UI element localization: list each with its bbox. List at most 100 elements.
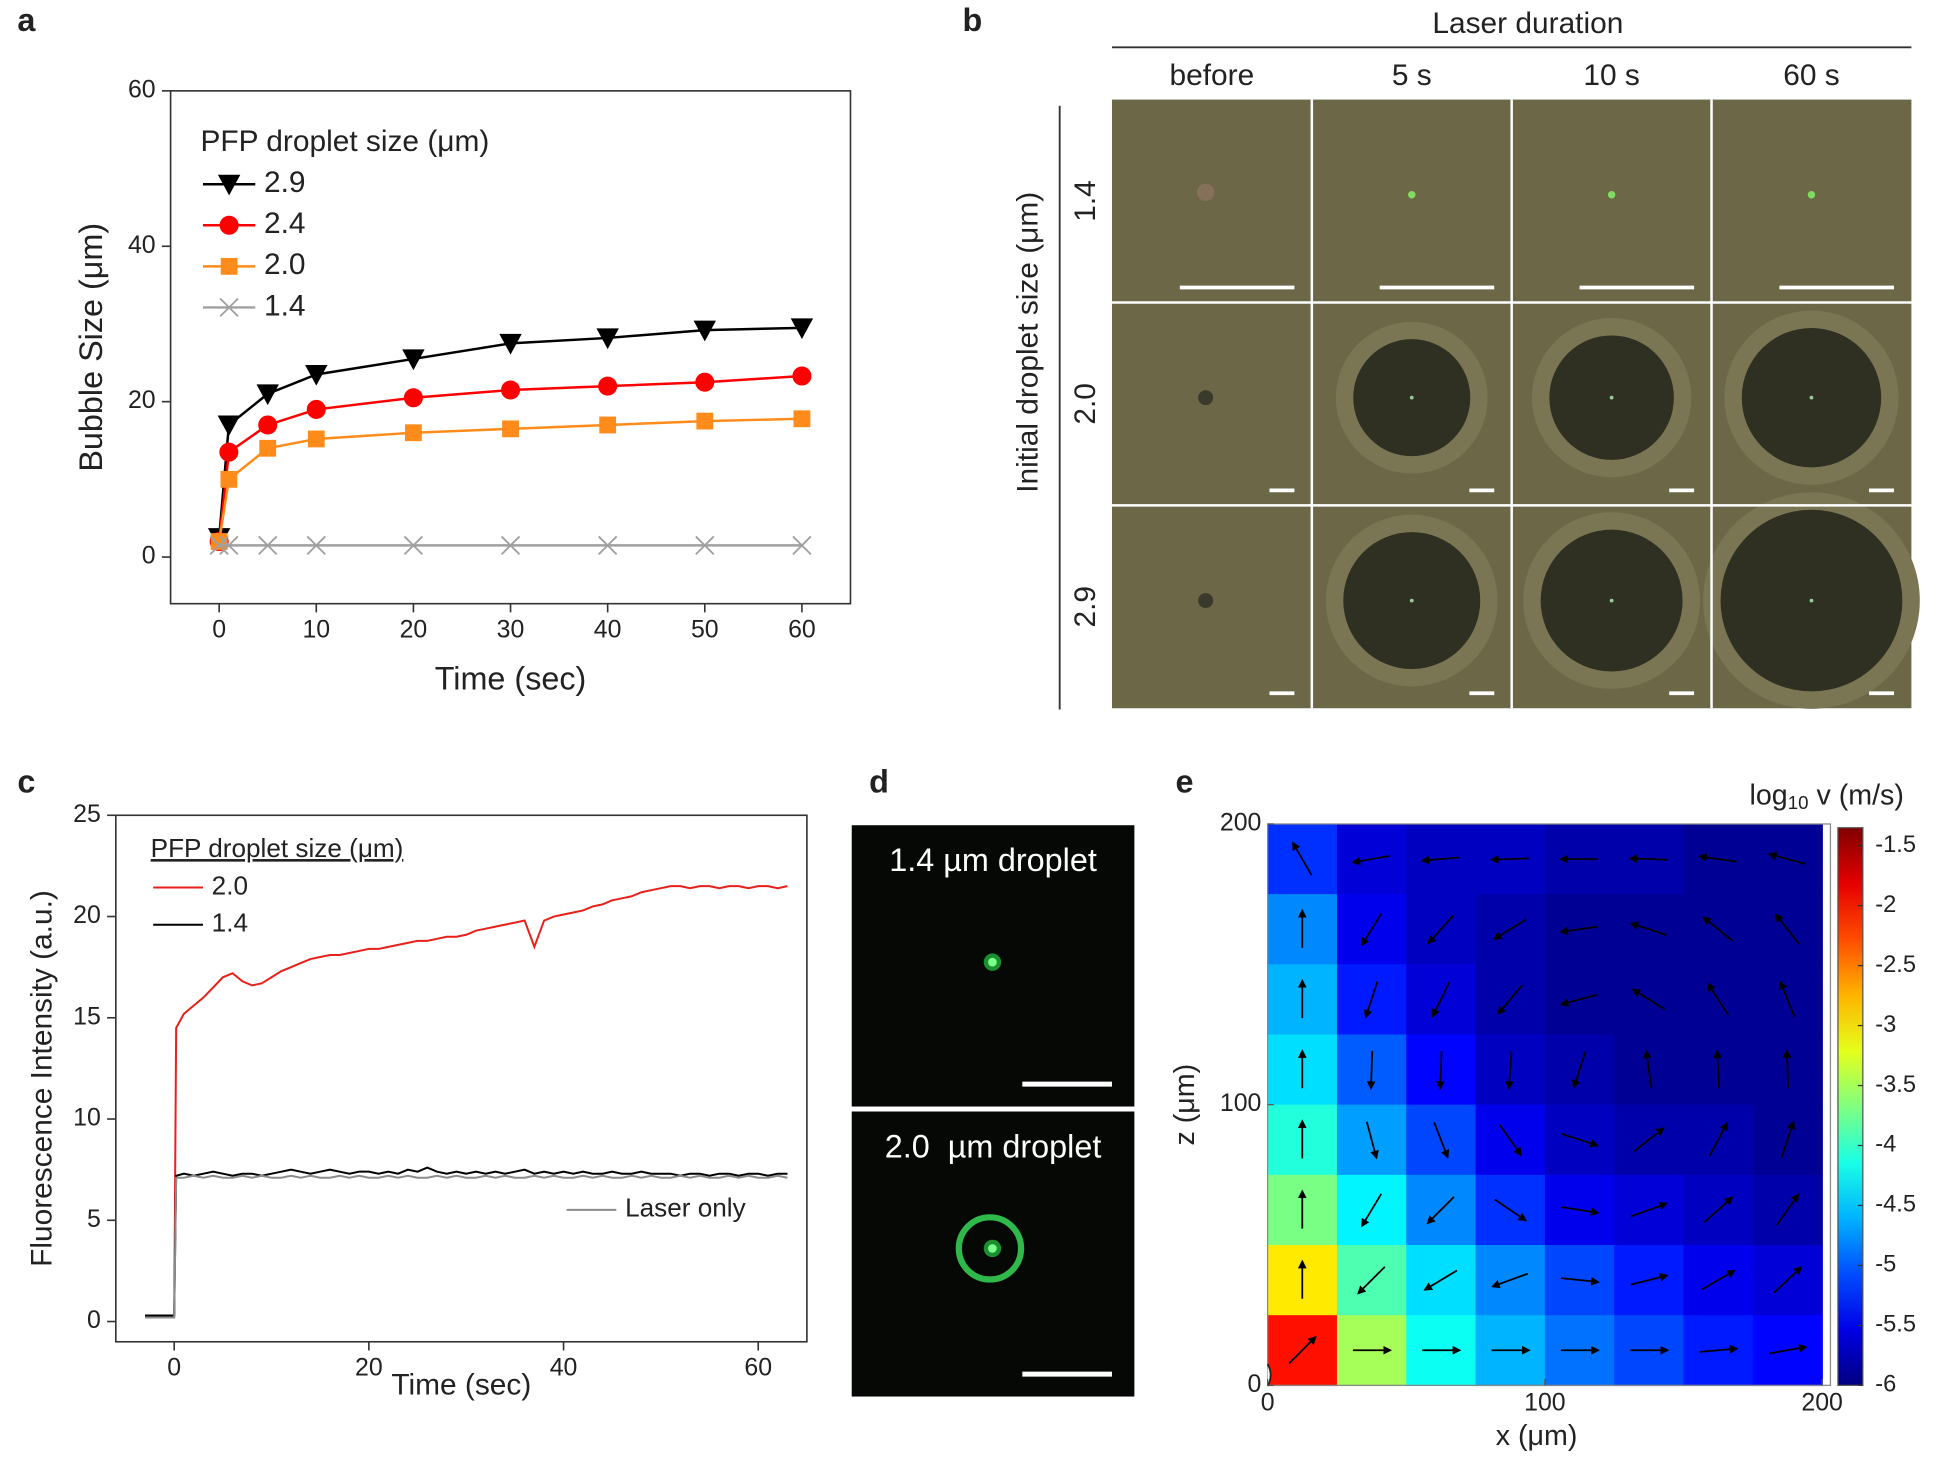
velocity-arrow	[1707, 982, 1730, 1016]
panel-b-header: Laser duration	[1432, 7, 1623, 40]
marker	[259, 439, 277, 457]
legend-label: Laser only	[625, 1193, 746, 1223]
marker	[695, 535, 715, 556]
droplet	[1198, 390, 1214, 406]
colorbar-tick-label: -3.5	[1875, 1072, 1916, 1098]
velocity-arrow	[1779, 980, 1796, 1018]
colorbar-tick-label: -4.5	[1875, 1192, 1916, 1218]
marker	[693, 320, 716, 342]
legend-marker	[220, 257, 238, 275]
marker	[598, 376, 618, 396]
droplet	[1196, 183, 1215, 202]
series-line	[217, 374, 802, 542]
colorbar-label-rest: v (m/s)	[1809, 779, 1904, 811]
panel-letter: b	[963, 2, 983, 38]
legend-label: 1.4	[212, 908, 248, 938]
legend-label: 2.9	[264, 166, 306, 199]
velocity-arrow	[1559, 993, 1598, 1007]
legend-marker	[219, 297, 239, 318]
velocity-arrow	[1773, 1266, 1803, 1294]
legend-title: PFP droplet size (μm)	[151, 833, 404, 863]
bubble-core	[1809, 395, 1814, 400]
row-label: 2.0	[1069, 383, 1102, 425]
velocity-arrow	[1423, 1269, 1458, 1291]
marker	[696, 412, 714, 430]
velocity-arrow	[1629, 921, 1667, 936]
micrograph	[1511, 99, 1712, 303]
velocity-arrow	[1492, 918, 1527, 941]
velocity-arrow	[1498, 1123, 1522, 1157]
micrograph	[1111, 302, 1312, 506]
droplet	[1198, 593, 1214, 609]
x-tick-label: 60	[788, 616, 816, 644]
colorbar-label: log10 v (m/s)	[1750, 779, 1904, 813]
marker	[220, 470, 238, 488]
micrograph	[1111, 99, 1312, 303]
x-tick-label: 20	[355, 1354, 383, 1382]
plot-frame	[114, 814, 808, 1343]
colorbar-tick-label: -5	[1875, 1252, 1896, 1278]
row-label: 2.9	[1069, 586, 1102, 628]
x-tick-label: 200	[1801, 1389, 1843, 1417]
legend-label: 2.0	[212, 870, 248, 900]
y-axis-label: z (μm)	[1169, 1064, 1201, 1146]
marker	[695, 372, 715, 392]
x-tick-label: 0	[167, 1354, 181, 1382]
velocity-arrow	[1366, 1050, 1376, 1090]
marker	[500, 535, 521, 556]
image-caption: 1.4 µm droplet	[889, 842, 1097, 878]
column-label: 10 s	[1583, 59, 1639, 92]
droplet	[1807, 191, 1816, 199]
y-tick-label: 15	[73, 1002, 101, 1030]
colorbar-tick-label: -4	[1875, 1132, 1896, 1158]
image-caption: 2.0 µm droplet	[885, 1128, 1102, 1164]
bubble-core	[1409, 598, 1414, 603]
x-tick-label: 10	[302, 616, 330, 644]
x-tick-label: 50	[691, 616, 719, 644]
velocity-arrow	[1699, 1344, 1739, 1354]
velocity-arrow	[1491, 1272, 1529, 1289]
velocity-arrow	[1633, 1127, 1665, 1152]
column-label: 60 s	[1783, 59, 1839, 92]
velocity-arrow	[1427, 914, 1455, 945]
colorbar-label-sub: 10	[1788, 792, 1809, 813]
marker	[405, 424, 422, 442]
y-tick-label: 0	[142, 542, 156, 570]
velocity-arrow	[1631, 988, 1666, 1011]
marker	[502, 420, 519, 438]
velocity-arrow	[1697, 853, 1737, 863]
column-label: 5 s	[1392, 59, 1432, 92]
marker	[403, 535, 424, 556]
colorbar-tick-label: -1.5	[1875, 832, 1916, 858]
velocity-arrow	[1288, 1335, 1317, 1365]
colorbar-tick-label: -2.5	[1875, 952, 1916, 978]
heatmap	[1267, 823, 1823, 1387]
bubble-core	[1609, 598, 1614, 603]
velocity-arrow	[1713, 1049, 1722, 1089]
velocity-arrow	[1642, 1049, 1653, 1089]
marker	[256, 384, 279, 406]
row-axis-label: Initial droplet size (μm)	[1012, 192, 1045, 493]
spot	[988, 1244, 997, 1253]
legend-label: 2.4	[264, 207, 306, 240]
series-line	[145, 1166, 788, 1317]
marker	[792, 366, 812, 386]
panel-letter: d	[869, 764, 889, 800]
marker	[258, 415, 278, 435]
colorbar-label-text: log	[1750, 779, 1788, 811]
marker	[219, 442, 239, 462]
velocity-arrow	[1431, 982, 1450, 1018]
y-tick-label: 25	[73, 800, 101, 828]
y-tick-label: 60	[128, 75, 156, 103]
ring	[955, 1214, 1025, 1283]
y-tick-label: 0	[87, 1306, 101, 1334]
bubble-core	[1809, 598, 1814, 603]
x-tick-label: 40	[594, 616, 622, 644]
velocity-arrow	[1776, 1193, 1800, 1226]
velocity-arrow	[1363, 981, 1379, 1019]
velocity-arrow	[1559, 925, 1599, 936]
x-tick-label: 20	[400, 616, 428, 644]
velocity-arrow	[1505, 1050, 1514, 1090]
y-tick-label: 5	[87, 1205, 101, 1233]
micrograph	[1711, 99, 1912, 303]
